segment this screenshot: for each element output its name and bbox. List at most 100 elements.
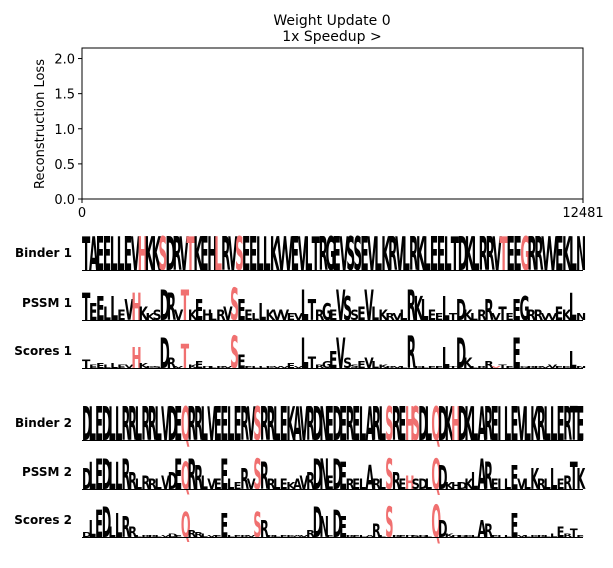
logo-letter: E — [124, 228, 132, 283]
logo-letter: Q — [181, 454, 191, 499]
logo-letter: E — [326, 397, 334, 452]
logo-letter: N — [319, 451, 329, 500]
logo-letter: V — [223, 366, 233, 369]
logo-letter: R — [306, 469, 315, 496]
logo-letter: R — [372, 520, 381, 542]
loss-plot: 0.0 0.5 1.0 1.5 2.0 0 12481 Reconstruction Lo… — [33, 47, 604, 221]
logo-letter: H — [138, 228, 148, 283]
logo-letter: S — [153, 366, 162, 369]
logo-letter: S — [343, 290, 352, 328]
logo-letter: L — [305, 228, 313, 283]
logo-letter: R — [407, 282, 416, 331]
logo-letter: S — [159, 228, 168, 283]
logo-letter: L — [374, 228, 382, 283]
logo-letter: L — [227, 477, 234, 493]
logo-letter: L — [258, 366, 266, 369]
logo-letter: K — [562, 228, 572, 283]
y-axis-label: Reconstruction Loss — [33, 59, 48, 189]
logo-letter: V — [392, 366, 402, 369]
logo-letter: Q — [431, 397, 441, 452]
logo-letter: D — [166, 228, 176, 283]
logo-letter: R — [216, 366, 226, 369]
logo-letter: K — [265, 308, 275, 324]
logo-letter: R — [477, 308, 486, 324]
logo-letter: L — [425, 397, 432, 452]
logo-letter: E — [428, 308, 436, 324]
logo-letter: T — [312, 228, 320, 283]
logo-letter: R — [392, 469, 401, 496]
logo-letter: R — [537, 477, 546, 493]
logo-letter: R — [240, 397, 249, 452]
logo-letter: L — [201, 472, 208, 494]
logo-letter: R — [477, 366, 487, 369]
logo-letter: D — [160, 282, 170, 331]
logo-letter: R — [346, 477, 355, 493]
logo-letter: E — [220, 397, 228, 452]
logo-letter: R — [141, 472, 150, 494]
logo-letter: L — [472, 228, 480, 283]
logo-letter: L — [301, 282, 309, 331]
logo-letter: L — [89, 397, 96, 452]
logo-row-label: PSSM 1 — [21, 296, 72, 310]
logo-letter: E — [555, 366, 563, 369]
logo-letter: R — [388, 228, 397, 283]
logo-letter: N — [576, 311, 586, 322]
logo-letter: R — [122, 451, 131, 500]
logo-letter: K — [146, 366, 157, 369]
logo-letter: L — [524, 477, 531, 493]
logo-letter: D — [418, 535, 428, 538]
logo-letter: L — [108, 525, 115, 541]
logo-letter: L — [135, 477, 142, 493]
logo-letter: L — [442, 343, 450, 375]
logo-letter: V — [247, 397, 256, 452]
logo-letter: S — [385, 499, 393, 548]
logo-letter: E — [89, 300, 97, 326]
logo-letter: V — [207, 397, 216, 452]
logo-letter: E — [576, 535, 584, 538]
logo-letter: L — [504, 535, 512, 538]
logo-letter: S — [253, 506, 261, 546]
logo-letter: R — [315, 364, 324, 370]
logo-letter: L — [543, 535, 551, 538]
logo-letter: A — [293, 397, 302, 452]
logo-letter: R — [392, 535, 402, 538]
logo-letter: R — [128, 397, 137, 452]
logo-letter: E — [329, 308, 337, 324]
logo-letter: A — [293, 535, 303, 538]
logo-letter: R — [194, 531, 204, 539]
logo-letter: E — [195, 359, 203, 370]
logo-letter: R — [260, 454, 269, 499]
logo-letter: E — [89, 364, 97, 370]
logo-letter: V — [124, 295, 134, 327]
logo-letter: R — [187, 397, 196, 452]
y-tick-label: 1.5 — [54, 88, 75, 103]
logo-letter: E — [398, 535, 406, 538]
logo-letter: L — [359, 477, 366, 493]
logo-letter: L — [371, 302, 379, 324]
logo-letter: K — [146, 311, 156, 322]
logo-letter: R — [240, 535, 250, 538]
logo-row-label: Scores 2 — [14, 513, 72, 527]
logo-letter: E — [339, 454, 347, 499]
logo-letter: L — [273, 535, 281, 538]
logo-letter: L — [471, 397, 478, 452]
logo-letter: R — [407, 327, 416, 379]
logo-letter: L — [550, 397, 557, 452]
logo-letter: R — [194, 397, 203, 452]
logo-letter: E — [95, 502, 103, 547]
logo-letter: S — [385, 451, 393, 500]
logo-letter: S — [253, 397, 261, 452]
logo-letter: H — [207, 228, 217, 283]
logo-letter: S — [350, 308, 359, 324]
logo-letter: E — [234, 397, 242, 452]
logo-letter: L — [258, 300, 266, 326]
logo-letter: L — [135, 397, 142, 452]
logo-letter: L — [251, 311, 259, 322]
logo-letter: H — [451, 481, 461, 492]
logo-letter: L — [256, 228, 264, 283]
logo-letter: L — [359, 535, 367, 538]
logo-baseline — [82, 320, 583, 321]
